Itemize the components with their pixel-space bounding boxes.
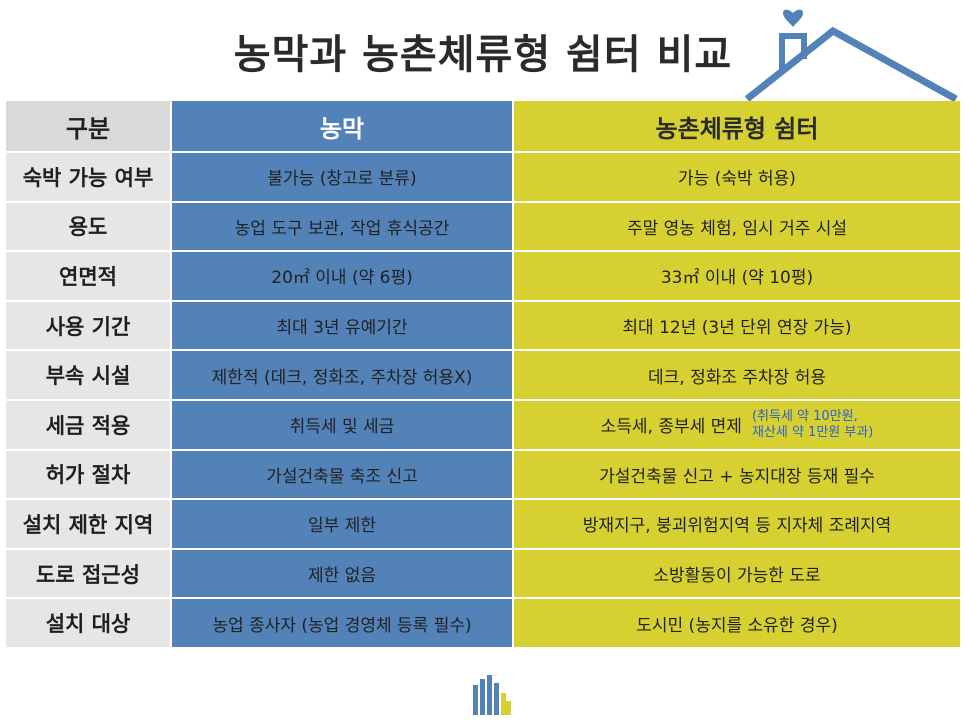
row-label: 사용 기간: [6, 301, 172, 352]
farm-hut-cell: 불가능 (창고로 분류): [172, 153, 514, 203]
row-label: 설치 대상: [6, 599, 172, 649]
row-label: 세금 적용: [6, 400, 172, 451]
header-rural-shelter: 농촌체류형 쉼터: [514, 101, 960, 153]
row-label: 숙박 가능 여부: [6, 153, 172, 203]
farm-hut-cell: 취득세 및 세금: [172, 400, 514, 451]
row-label: 허가 절차: [6, 450, 172, 501]
row-label: 부속 시설: [6, 351, 172, 401]
farm-hut-cell: 제한 없음: [172, 549, 514, 600]
tax-note-line-2: 재산세 약 1만원 부과): [751, 424, 874, 440]
building-logo-icon: [473, 675, 511, 715]
row-label: 설치 제한 지역: [6, 500, 172, 550]
header-category: 구분: [6, 101, 172, 153]
rural-shelter-cell: 방재지구, 붕괴위험지역 등 지자체 조례지역: [514, 500, 960, 550]
rural-shelter-cell: 33㎡ 이내 (약 10평): [514, 252, 960, 302]
header-farm-hut: 농막: [172, 101, 514, 153]
tax-note: (취득세 약 10만원, 재산세 약 1만원 부과): [752, 409, 873, 441]
rural-shelter-cell: 주말 영농 체험, 임시 거주 시설: [514, 202, 960, 253]
house-heart-icon: [745, 9, 958, 103]
farm-hut-cell: 농업 도구 보관, 작업 휴식공간: [172, 202, 514, 253]
tax-exemption-text: 소득세, 종부세 면제: [600, 417, 742, 438]
row-label: 연면적: [6, 252, 172, 302]
farm-hut-cell: 농업 종사자 (농업 경영체 등록 필수): [172, 599, 514, 649]
page-title: 농막과 농촌체류형 쉼터 비교: [233, 32, 733, 78]
comparison-table: 구분 농막 농촌체류형 쉼터 숙박 가능 여부 불가능 (창고로 분류) 가능 …: [6, 101, 960, 649]
rural-shelter-cell: 도시민 (농지를 소유한 경우): [514, 599, 960, 649]
rural-shelter-cell: 최대 12년 (3년 단위 연장 가능): [514, 301, 960, 352]
row-label: 도로 접근성: [6, 549, 172, 600]
farm-hut-cell: 최대 3년 유예기간: [172, 301, 514, 352]
rural-shelter-cell: 소득세, 종부세 면제 (취득세 약 10만원, 재산세 약 1만원 부과): [514, 400, 960, 451]
farm-hut-cell: 일부 제한: [172, 500, 514, 550]
rural-shelter-cell: 데크, 정화조 주차장 허용: [514, 351, 960, 401]
row-label: 용도: [6, 202, 172, 253]
farm-hut-cell: 제한적 (데크, 정화조, 주차장 허용X): [172, 351, 514, 401]
farm-hut-cell: 가설건축물 축조 신고: [172, 450, 514, 501]
tax-note-line-1: (취득세 약 10만원,: [751, 408, 858, 424]
rural-shelter-cell: 가설건축물 신고 + 농지대장 등재 필수: [514, 450, 960, 501]
farm-hut-cell: 20㎡ 이내 (약 6평): [172, 252, 514, 302]
rural-shelter-cell: 소방활동이 가능한 도로: [514, 549, 960, 600]
rural-shelter-cell: 가능 (숙박 허용): [514, 153, 960, 203]
